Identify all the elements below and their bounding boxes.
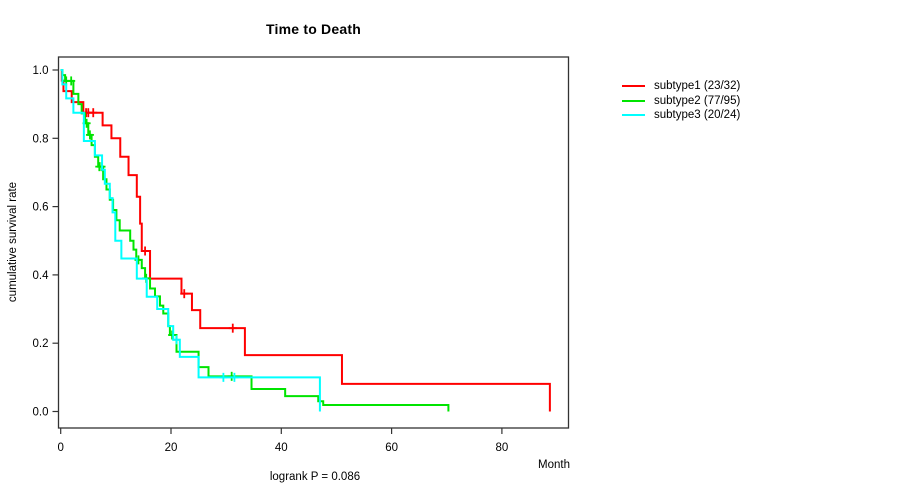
- censor-marks-subtype2: [62, 76, 236, 381]
- censor-marks-subtype1: [82, 108, 237, 333]
- survival-curve-subtype1: [60, 69, 551, 412]
- y-tick-label: 0.2: [33, 338, 49, 350]
- survival-curve-subtype3: [60, 69, 321, 412]
- x-tick-label: 20: [165, 442, 178, 454]
- legend-item-subtype3: subtype3 (20/24): [622, 108, 740, 123]
- legend-label-subtype3: subtype3 (20/24): [654, 109, 741, 122]
- legend-item-subtype2: subtype2 (77/95): [622, 94, 740, 109]
- legend-label-subtype2: subtype2 (77/95): [654, 94, 741, 107]
- legend-line-subtype3: [622, 114, 645, 117]
- plot-frame: [57, 56, 570, 429]
- chart-title: Time to Death: [266, 21, 361, 37]
- x-tick-label: 60: [385, 442, 398, 454]
- y-tick-label: 0.6: [33, 202, 49, 214]
- legend-line-subtype2: [622, 99, 645, 102]
- x-axis-label: Month: [538, 459, 570, 471]
- y-tick-label: 0.8: [33, 133, 49, 145]
- x-tick-label: 0: [57, 442, 63, 454]
- y-tick-label: 1.0: [33, 65, 49, 77]
- logrank-annotation: logrank P = 0.086: [269, 471, 361, 483]
- legend-item-subtype1: subtype1 (23/32): [622, 79, 740, 94]
- y-tick-label: 0.4: [33, 270, 50, 282]
- x-tick-label: 80: [496, 442, 509, 454]
- y-tick-label: 0.0: [33, 407, 49, 419]
- legend: subtype1 (23/32) subtype2 (77/95) subtyp…: [622, 79, 740, 123]
- survival-curve-subtype2: [60, 69, 450, 412]
- legend-line-subtype1: [622, 85, 645, 88]
- legend-label-subtype1: subtype1 (23/32): [654, 80, 741, 93]
- censor-marks-subtype3: [172, 335, 239, 382]
- x-tick-label: 40: [275, 442, 288, 454]
